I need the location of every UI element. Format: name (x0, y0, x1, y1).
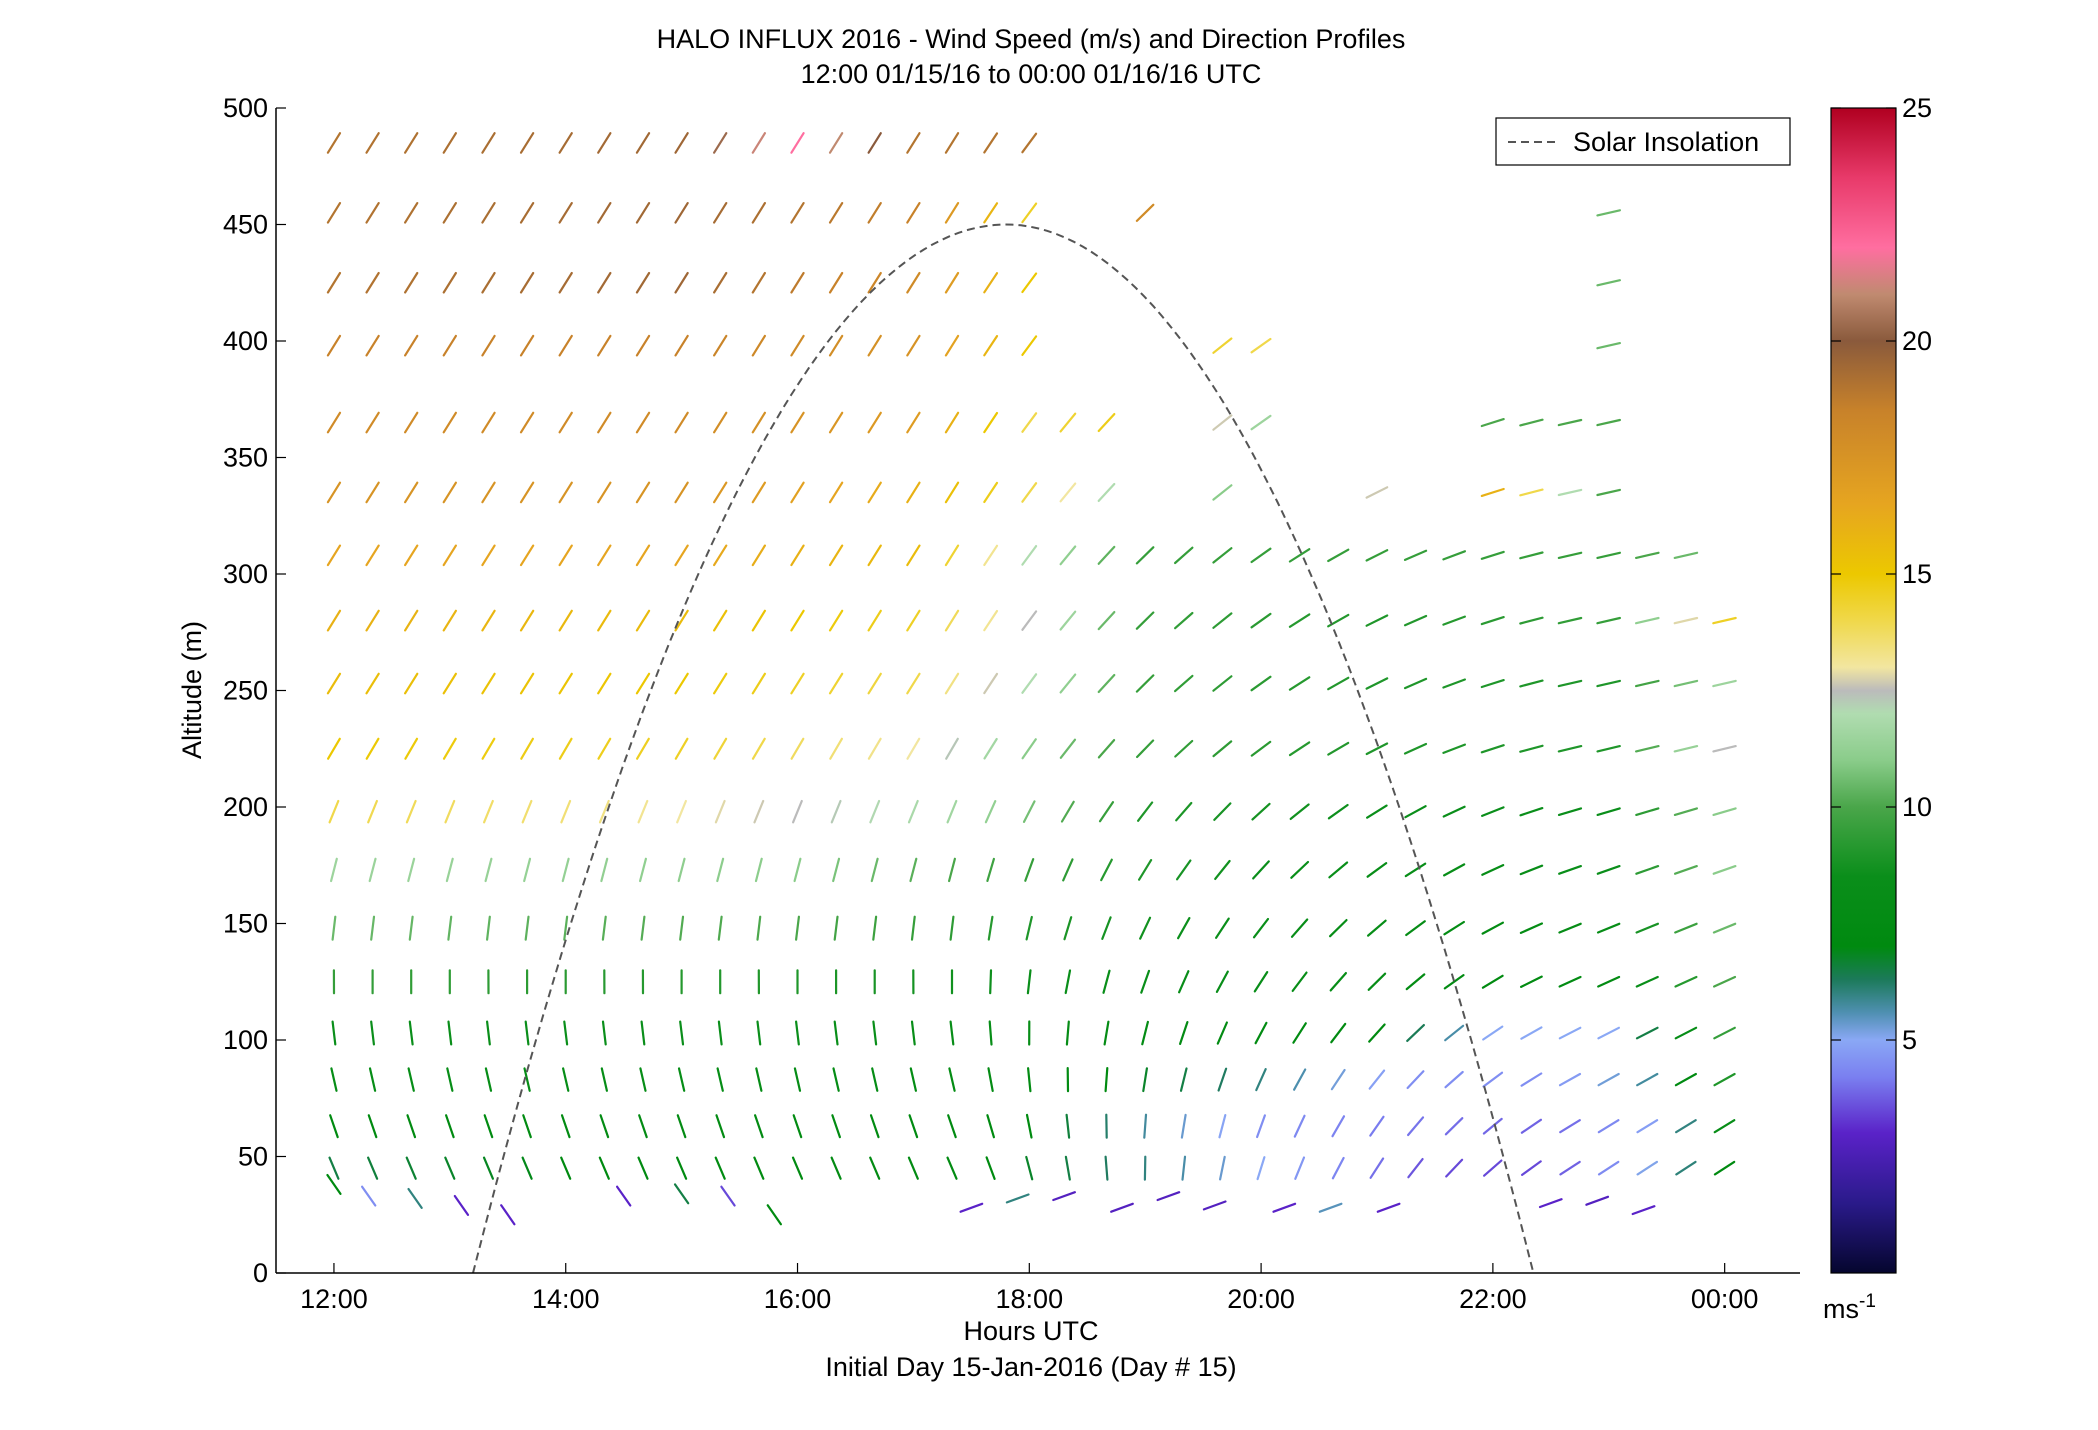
colorbar-tick-label: 20 (1902, 326, 1932, 356)
y-tick-label: 450 (223, 210, 268, 240)
y-tick-label: 0 (253, 1258, 268, 1288)
colorbar-tick-label: 10 (1902, 792, 1932, 822)
y-tick-label: 500 (223, 93, 268, 123)
legend: Solar Insolation (1496, 118, 1790, 165)
colorbar-unit-exponent: -1 (1859, 1291, 1876, 1312)
chart-title: HALO INFLUX 2016 - Wind Speed (m/s) and … (657, 24, 1406, 54)
colorbar-unit: ms (1823, 1294, 1859, 1324)
chart-subtitle: 12:00 01/15/16 to 00:00 01/16/16 UTC (801, 59, 1262, 89)
x-tick-label: 14:00 (532, 1284, 600, 1314)
y-tick-label: 200 (223, 792, 268, 822)
x-axis-sublabel: Initial Day 15-Jan-2016 (Day # 15) (825, 1352, 1236, 1382)
y-tick-label: 150 (223, 909, 268, 939)
y-tick-label: 250 (223, 676, 268, 706)
colorbar-scale (1831, 108, 1896, 1273)
plot-area (276, 108, 1800, 1273)
x-axis-label: Hours UTC (963, 1316, 1098, 1346)
wind-barb (990, 970, 991, 993)
colorbar-tick-label: 25 (1902, 93, 1932, 123)
legend-entry-solar: Solar Insolation (1573, 127, 1759, 157)
y-tick-label: 400 (223, 326, 268, 356)
y-tick-label: 350 (223, 443, 268, 473)
colorbar-tick-label: 5 (1902, 1025, 1917, 1055)
y-tick-label: 100 (223, 1025, 268, 1055)
colorbar-unit-label: ms-1 (1823, 1291, 1876, 1324)
colorbar-tick-label: 15 (1902, 559, 1932, 589)
y-tick-label: 50 (238, 1142, 268, 1172)
x-tick-label: 20:00 (1227, 1284, 1295, 1314)
colorbar: 5 10 15 20 25 ms-1 (1823, 93, 1932, 1324)
x-tick-label: 16:00 (764, 1284, 832, 1314)
x-tick-label: 18:00 (996, 1284, 1064, 1314)
x-tick-label: 12:00 (300, 1284, 368, 1314)
x-tick-label: 22:00 (1459, 1284, 1527, 1314)
y-axis-label: Altitude (m) (177, 621, 207, 759)
y-tick-label: 300 (223, 559, 268, 589)
x-tick-label: 00:00 (1691, 1284, 1759, 1314)
